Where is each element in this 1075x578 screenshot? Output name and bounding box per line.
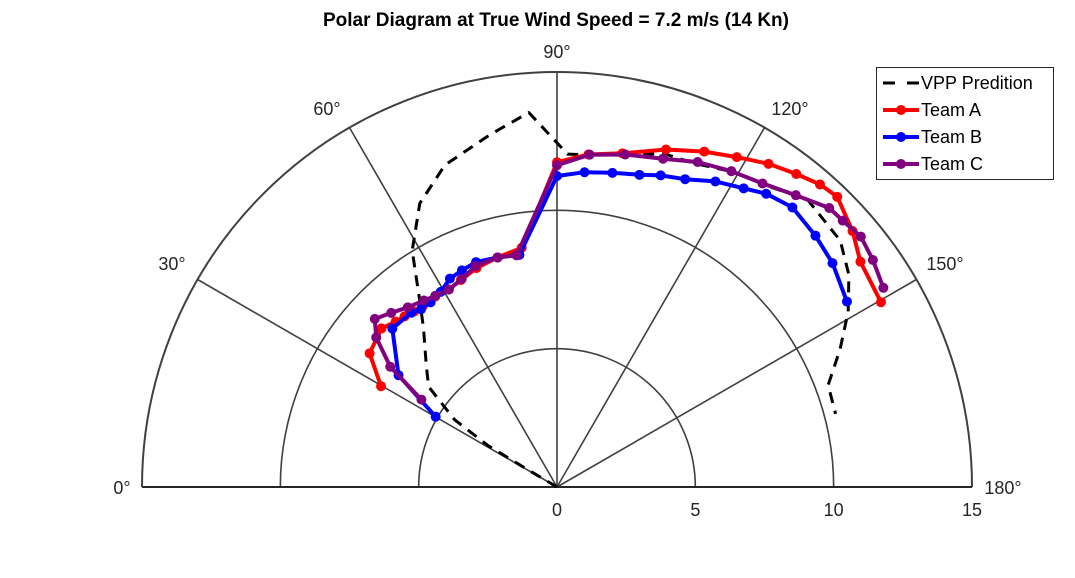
legend-label: Team C bbox=[921, 153, 984, 174]
radial-tick-label: 15 bbox=[962, 500, 982, 520]
data-point-marker bbox=[634, 169, 645, 180]
data-point-marker bbox=[430, 290, 441, 301]
data-point-marker bbox=[369, 313, 380, 324]
data-point-marker bbox=[661, 144, 672, 155]
angle-tick-label: 150° bbox=[926, 254, 963, 274]
data-point-marker bbox=[376, 323, 387, 334]
data-point-marker bbox=[710, 176, 721, 187]
angle-tick-label: 90° bbox=[543, 42, 570, 62]
data-point-marker bbox=[371, 332, 382, 343]
angle-tick-label: 30° bbox=[158, 254, 185, 274]
radial-tick-label: 5 bbox=[690, 500, 700, 520]
legend-label: VPP Predition bbox=[921, 72, 1033, 93]
data-point-marker bbox=[386, 307, 397, 318]
data-point-marker bbox=[738, 183, 749, 194]
chart-title: Polar Diagram at True Wind Speed = 7.2 m… bbox=[323, 10, 789, 31]
data-point-marker bbox=[790, 190, 801, 201]
red-line-marker-icon bbox=[883, 105, 919, 115]
data-point-marker bbox=[387, 323, 398, 334]
data-point-marker bbox=[456, 273, 467, 284]
legend-item-team-a: Team A bbox=[881, 97, 981, 123]
data-point-marker bbox=[511, 250, 522, 261]
data-point-marker bbox=[402, 302, 413, 313]
data-point-marker bbox=[552, 160, 562, 171]
angle-tick-label: 120° bbox=[771, 99, 808, 119]
data-point-marker bbox=[680, 174, 691, 185]
data-point-marker bbox=[761, 188, 772, 199]
data-point-marker bbox=[607, 167, 618, 178]
data-point-marker bbox=[416, 304, 427, 315]
angular-grid-spoke bbox=[556, 278, 917, 488]
data-point-marker bbox=[584, 149, 595, 160]
data-point-marker bbox=[579, 167, 590, 178]
series-line-vpp-predition bbox=[410, 111, 851, 489]
legend-label: Team A bbox=[921, 99, 982, 120]
legend-item-vpp: VPP Predition bbox=[881, 70, 1033, 96]
data-point-marker bbox=[787, 202, 798, 213]
data-point-marker bbox=[470, 261, 481, 272]
data-point-marker bbox=[444, 273, 455, 284]
data-point-marker bbox=[655, 170, 666, 181]
angular-grid-spoke bbox=[348, 127, 558, 488]
legend-item-team-c: Team C bbox=[881, 151, 983, 177]
legend-label: Team B bbox=[921, 126, 983, 147]
data-point-marker bbox=[832, 191, 843, 202]
data-point-marker bbox=[658, 153, 669, 164]
purple-line-marker-icon bbox=[883, 159, 919, 169]
angle-tick-label: 0° bbox=[113, 478, 130, 498]
data-point-marker bbox=[376, 381, 387, 392]
data-point-marker bbox=[699, 146, 710, 157]
legend: VPP Predition Team A Team B Team C bbox=[876, 67, 1054, 180]
data-point-marker bbox=[855, 231, 866, 242]
data-point-marker bbox=[757, 178, 768, 189]
angle-tick-label: 60° bbox=[313, 99, 340, 119]
legend-item-team-b: Team B bbox=[881, 124, 982, 150]
data-point-marker bbox=[416, 394, 427, 405]
data-point-marker bbox=[418, 295, 429, 306]
data-point-marker bbox=[837, 215, 848, 226]
data-point-marker bbox=[385, 361, 396, 372]
data-point-marker bbox=[824, 203, 835, 214]
radial-tick-label: 0 bbox=[552, 500, 562, 520]
angular-grid-spoke bbox=[556, 127, 766, 488]
data-point-marker bbox=[731, 152, 742, 163]
data-point-marker bbox=[855, 256, 866, 267]
series-line-team-a bbox=[367, 147, 883, 387]
data-point-marker bbox=[364, 348, 375, 359]
data-point-marker bbox=[492, 252, 503, 263]
data-point-marker bbox=[791, 169, 802, 180]
data-point-marker bbox=[692, 156, 703, 167]
data-point-marker bbox=[810, 230, 821, 241]
radial-tick-label: 10 bbox=[824, 500, 844, 520]
data-point-marker bbox=[430, 411, 441, 422]
data-point-marker bbox=[827, 258, 838, 269]
data-point-marker bbox=[443, 284, 454, 295]
data-point-marker bbox=[456, 265, 467, 276]
data-point-marker bbox=[620, 149, 631, 160]
data-point-marker bbox=[815, 179, 826, 190]
angle-tick-label: 180° bbox=[984, 478, 1021, 498]
data-point-marker bbox=[878, 282, 889, 293]
data-point-marker bbox=[763, 158, 774, 169]
dashed-line-icon bbox=[883, 81, 919, 85]
data-point-marker bbox=[841, 296, 852, 307]
data-point-marker bbox=[875, 297, 886, 308]
data-point-marker bbox=[867, 255, 878, 266]
data-point-marker bbox=[726, 166, 737, 177]
blue-line-marker-icon bbox=[883, 132, 919, 142]
